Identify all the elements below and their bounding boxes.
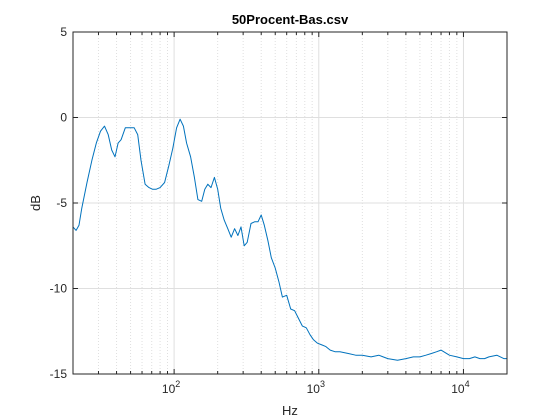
tick-marks xyxy=(72,31,508,375)
y-axis-label: dB xyxy=(28,195,43,211)
chart-title: 50Procent-Bas.csv xyxy=(232,12,349,27)
y-tick-labels: 5 0 -5 -10 -15 xyxy=(50,25,68,381)
y-tick-label: -10 xyxy=(50,282,68,296)
y-tick-label: -5 xyxy=(56,196,67,210)
x-axis-label: Hz xyxy=(282,403,298,418)
x-tick-label: 102 xyxy=(162,379,180,396)
x-tick-labels: 102 103 104 xyxy=(162,379,470,396)
y-tick-label: 5 xyxy=(60,25,67,39)
x-tick-label: 103 xyxy=(307,379,325,396)
series-line xyxy=(72,118,507,361)
y-tick-label: -15 xyxy=(50,367,68,381)
x-tick-label: 104 xyxy=(451,379,469,396)
y-tick-label: 0 xyxy=(60,111,67,125)
